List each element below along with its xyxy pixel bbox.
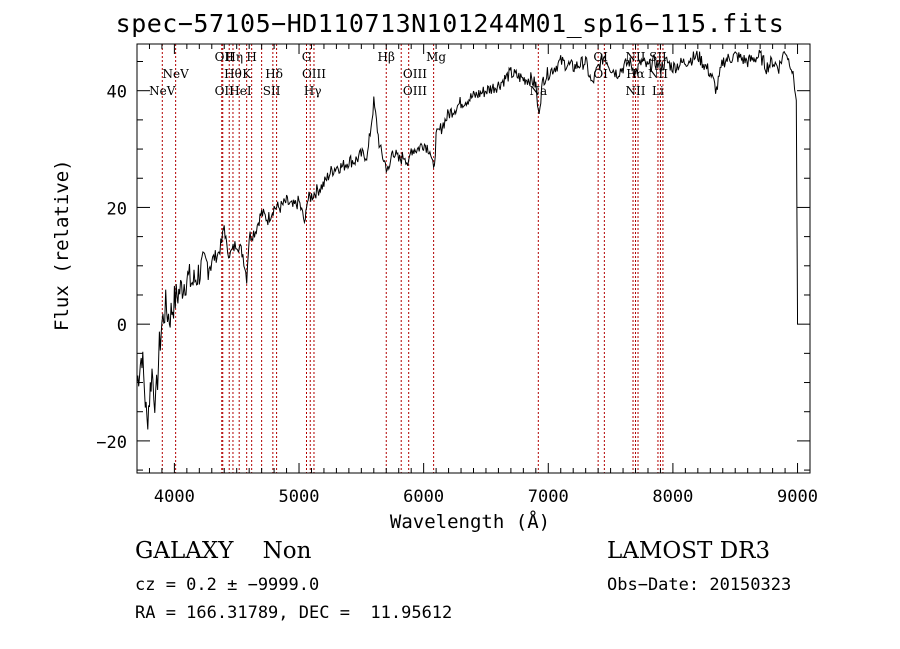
emission-line-label: OIII (302, 67, 326, 81)
y-tick-label: 20 (107, 199, 127, 219)
survey-name: LAMOST DR3 (607, 538, 771, 564)
y-tick-label: 40 (107, 83, 127, 103)
x-axis-ticks: 4000 5000 6000 7000 8000 9000 (136, 44, 818, 507)
emission-line-label: SII (263, 84, 281, 98)
x-tick-label: 6000 (403, 487, 444, 507)
coordinates-readout: RA = 166.31789, DEC = 11.95612 (135, 603, 453, 623)
emission-line-label: H (246, 50, 256, 64)
emission-line-markers (161, 44, 664, 473)
emission-line-label: K (242, 67, 252, 81)
y-tick-label: 0 (117, 316, 127, 336)
emission-line-label: NII (626, 84, 646, 98)
observation-date: Obs−Date: 20150323 (607, 575, 792, 595)
emission-line-label: OII (215, 50, 235, 64)
x-tick-label: 5000 (279, 487, 320, 507)
y-tick-label: −20 (96, 433, 127, 453)
emission-line-label: Na (529, 84, 547, 98)
emission-line-label: Hθ (224, 67, 242, 81)
emission-line-label: NeV (162, 67, 189, 81)
plot-frame (136, 43, 811, 474)
emission-line-label: Hβ (378, 50, 395, 64)
emission-line-label: OIII (403, 67, 427, 81)
emission-line-label: Hγ (304, 84, 322, 98)
emission-line-label: SII (649, 50, 667, 64)
emission-line-label: Hδ (265, 67, 283, 81)
redshift-readout: cz = 0.2 ± −9999.0 (135, 575, 320, 595)
chart-title: spec−57105−HD110713N101244M01_sp16−115.f… (115, 9, 785, 38)
x-tick-label: 4000 (154, 487, 195, 507)
emission-line-label: Mg (426, 50, 446, 64)
emission-line-label: OI (593, 67, 608, 81)
emission-line-label: NeV (149, 84, 176, 98)
emission-line-label: Hη (225, 50, 243, 64)
object-class: GALAXY Non (135, 538, 312, 564)
emission-line-label: OIII (403, 84, 427, 98)
emission-line-label: Li (652, 84, 664, 98)
x-axis-label: Wavelength (Å) (389, 511, 551, 533)
emission-line-label: OII (215, 84, 235, 98)
spectrum-series-line (136, 49, 798, 430)
x-tick-label: 9000 (777, 487, 818, 507)
y-axis-ticks: −20 0 20 40 (96, 61, 810, 471)
y-axis-label: Flux (relative) (51, 159, 73, 331)
x-tick-label: 7000 (528, 487, 569, 507)
emission-line-label: HeI (229, 84, 252, 98)
x-tick-label: 8000 (652, 487, 693, 507)
emission-line-label: G (302, 50, 312, 64)
